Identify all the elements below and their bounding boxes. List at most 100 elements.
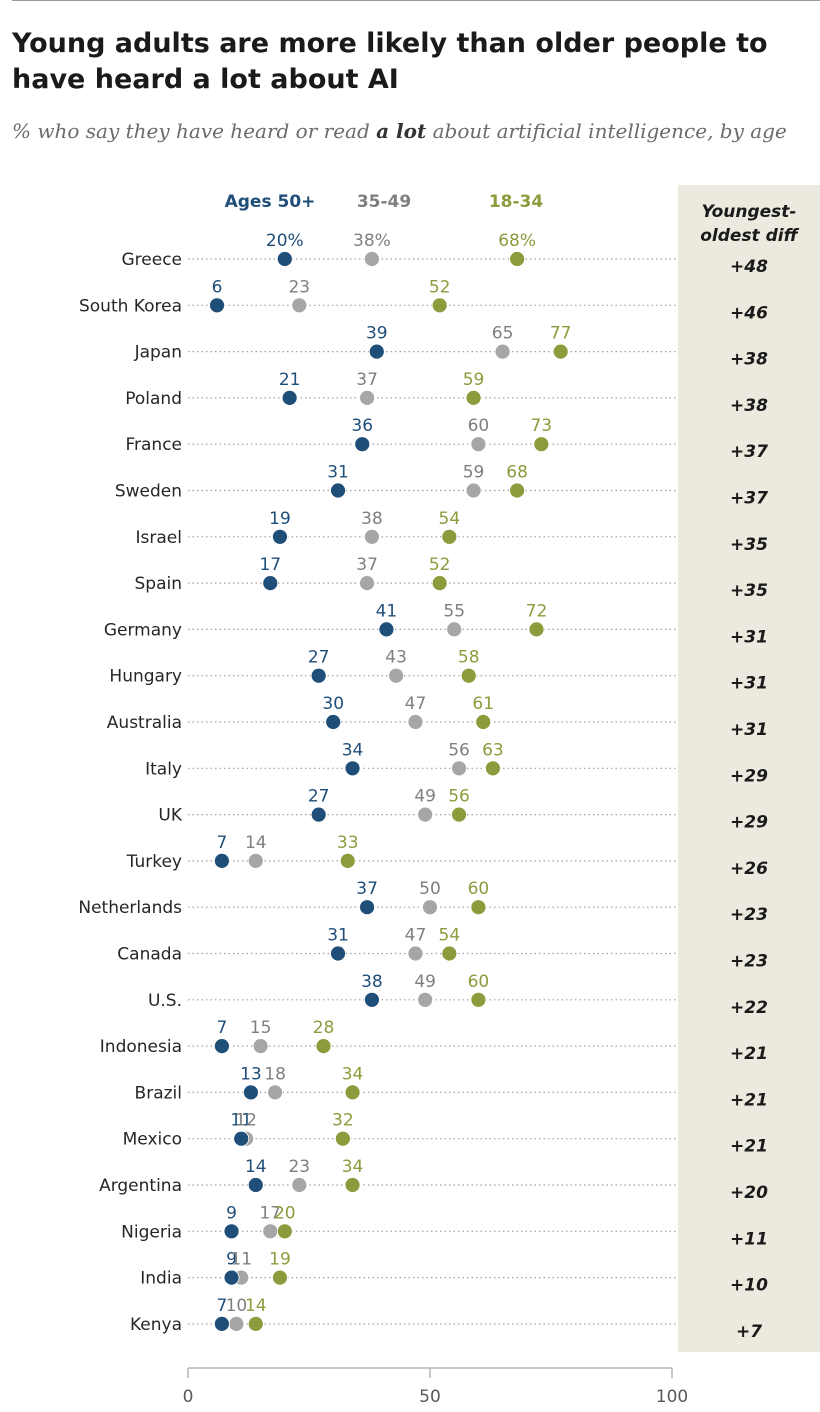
dot-ages_50_plus [310,806,327,823]
dot-ages_35_49 [407,714,424,730]
data-label-ages_35_49: 59 [463,463,485,483]
diff-value: +11 [730,1229,768,1249]
dot-ages_50_plus [276,251,293,267]
diff-value: +35 [730,535,768,555]
dot-ages_35_49 [364,528,380,545]
data-label-ages_18_34: 63 [482,740,504,760]
data-label-ages_50_plus: 34 [342,740,364,760]
country-label: South Korea [79,296,182,316]
data-label-ages_50_plus: 9 [226,1203,237,1223]
data-label-ages_35_49: 49 [414,787,436,807]
subtitle-emphasis: a lot [376,119,427,143]
dot-ages_18_34 [441,528,458,545]
dot-ages_35_49 [407,945,424,962]
data-label-ages_35_49: 23 [288,277,310,297]
data-label-ages_18_34: 77 [550,324,572,344]
data-label-ages_18_34: 20 [274,1203,296,1223]
country-label: Turkey [126,852,182,872]
dot-ages_50_plus [233,1130,250,1147]
data-label-ages_50_plus: 39 [366,324,388,344]
data-label-ages_35_49: 56 [448,740,470,760]
country-label: Brazil [135,1083,182,1103]
data-label-ages_35_49: 37 [356,555,378,575]
data-label-ages_35_49: 47 [405,926,427,946]
data-label-ages_18_34: 60 [468,972,490,992]
data-label-ages_18_34: 34 [342,1064,364,1084]
dot-ages_50_plus [262,575,279,591]
data-label-ages_50_plus: 30 [322,694,344,714]
data-label-ages_35_49: 23 [288,1157,310,1177]
data-label-ages_50_plus: 31 [327,463,349,483]
data-label-ages_35_49: 17 [259,1203,281,1223]
data-label-ages_18_34: 61 [472,694,494,714]
country-label: Spain [135,574,183,594]
data-label-ages_18_34: 56 [448,787,470,807]
diff-value: +46 [730,303,768,323]
dot-ages_18_34 [247,1316,264,1332]
diff-value: +35 [730,581,768,601]
country-label: Indonesia [100,1037,182,1057]
data-label-ages_18_34: 59 [463,370,485,390]
country-label: Canada [117,945,182,965]
dot-ages_18_34 [315,1038,332,1054]
country-label: Nigeria [121,1222,182,1242]
data-label-ages_18_34: 52 [429,555,451,575]
data-label-ages_18_34: 19 [269,1250,291,1270]
dot-ages_50_plus [330,945,346,962]
dot-ages_18_34 [509,482,526,499]
diff-value: +23 [730,905,768,925]
country-label: Israel [136,528,182,548]
dot-ages_35_49 [451,760,467,777]
dot-ages_18_34 [485,760,501,777]
dot-ages_50_plus [310,667,327,684]
dot-ages_35_49 [359,389,375,406]
diff-value: +38 [730,350,768,370]
data-label-ages_50_plus: 21 [279,370,301,390]
dot-ages_50_plus [247,1177,264,1193]
country-label: Greece [121,250,182,270]
data-label-ages_50_plus: 11 [230,1111,252,1131]
diff-value: +7 [736,1322,762,1342]
data-label-ages_50_plus: 7 [216,1296,227,1316]
diff-value: +48 [730,257,768,277]
diff-value: +10 [730,1276,768,1296]
data-label-ages_18_34: 33 [337,833,359,853]
data-label-ages_50_plus: 20% [266,231,304,251]
diff-value: +37 [730,442,768,462]
country-label: Poland [125,389,182,409]
top-rule [12,0,820,1]
diff-value: +31 [730,627,768,647]
data-label-ages_35_49: 47 [405,694,427,714]
data-label-ages_50_plus: 27 [308,787,330,807]
diff-header-line: oldest diff [700,226,799,246]
dot-ages_35_49 [364,251,380,267]
country-label: France [125,435,182,455]
dot-ages_50_plus [330,482,346,499]
data-label-ages_50_plus: 41 [376,601,398,621]
dot-ages_18_34 [470,991,487,1008]
dot-ages_18_34 [272,1269,288,1286]
diff-value: +37 [730,489,768,509]
data-label-ages_50_plus: 7 [216,833,227,853]
dot-ages_35_49 [388,667,405,684]
diff-value: +21 [730,1090,768,1110]
diff-value: +31 [730,674,768,694]
dot-ages_35_49 [228,1316,245,1332]
data-label-ages_18_34: 34 [342,1157,364,1177]
country-label: Netherlands [78,898,182,918]
diff-value: +31 [730,720,768,740]
diff-value: +20 [730,1183,768,1203]
dot-ages_50_plus [213,1038,230,1054]
data-label-ages_35_49: 18 [264,1064,286,1084]
dot-ages_50_plus [378,621,395,638]
data-label-ages_18_34: 54 [439,509,461,529]
dot-ages_50_plus [368,343,385,360]
dot-ages_18_34 [451,806,467,823]
data-label-ages_50_plus: 27 [308,648,330,668]
dot-ages_50_plus [359,899,375,916]
diff-value: +22 [730,998,768,1018]
subtitle-text-before: % who say they have heard or read [12,119,377,143]
dot-ages_18_34 [460,667,477,684]
dot-ages_35_49 [446,621,463,638]
data-label-ages_18_34: 28 [313,1018,335,1038]
